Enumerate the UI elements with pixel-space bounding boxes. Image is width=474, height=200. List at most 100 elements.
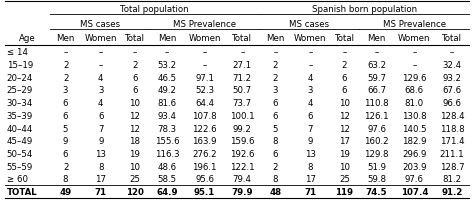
Text: 2: 2 (63, 61, 68, 70)
Text: 63.2: 63.2 (367, 61, 386, 70)
Text: 10: 10 (339, 99, 350, 108)
Text: 4: 4 (98, 73, 103, 82)
Text: 130.8: 130.8 (402, 111, 427, 120)
Text: 97.1: 97.1 (195, 73, 214, 82)
Text: 122.1: 122.1 (230, 162, 255, 171)
Text: 93.2: 93.2 (443, 73, 462, 82)
Text: MS cases: MS cases (80, 20, 120, 29)
Text: ≥ 60: ≥ 60 (7, 175, 27, 183)
Text: Women: Women (398, 34, 430, 43)
Text: Total: Total (335, 34, 355, 43)
Text: 95.6: 95.6 (195, 175, 214, 183)
Text: 6: 6 (63, 111, 68, 120)
Text: 2: 2 (273, 162, 278, 171)
Text: 196.1: 196.1 (192, 162, 217, 171)
Text: 81.6: 81.6 (157, 99, 176, 108)
Text: 110.8: 110.8 (365, 99, 389, 108)
Text: Total: Total (232, 34, 252, 43)
Text: –: – (240, 48, 245, 57)
Text: –: – (202, 61, 207, 70)
Text: –: – (374, 48, 379, 57)
Text: 18: 18 (129, 137, 140, 146)
Text: 96.6: 96.6 (443, 99, 462, 108)
Text: Women: Women (84, 34, 117, 43)
Text: Men: Men (367, 34, 386, 43)
Text: –: – (202, 48, 207, 57)
Text: 9: 9 (98, 137, 103, 146)
Text: 20–24: 20–24 (7, 73, 33, 82)
Text: 81.0: 81.0 (405, 99, 424, 108)
Text: –: – (99, 48, 103, 57)
Text: 211.1: 211.1 (440, 149, 465, 158)
Text: –: – (64, 48, 68, 57)
Text: 12: 12 (129, 124, 140, 133)
Text: 64.9: 64.9 (156, 187, 178, 196)
Text: 12: 12 (339, 124, 350, 133)
Text: Women: Women (188, 34, 221, 43)
Text: 3: 3 (63, 86, 68, 95)
Text: 8: 8 (63, 175, 68, 183)
Text: 128.7: 128.7 (440, 162, 465, 171)
Text: 2: 2 (63, 162, 68, 171)
Text: Total: Total (125, 34, 145, 43)
Text: 8: 8 (98, 162, 103, 171)
Text: 59.7: 59.7 (367, 73, 386, 82)
Text: 159.6: 159.6 (230, 137, 255, 146)
Text: 6: 6 (63, 99, 68, 108)
Text: 25: 25 (339, 175, 350, 183)
Text: 5: 5 (63, 124, 68, 133)
Text: –: – (273, 48, 278, 57)
Text: 12: 12 (339, 111, 350, 120)
Text: 5: 5 (273, 124, 278, 133)
Text: 49: 49 (60, 187, 72, 196)
Text: 52.3: 52.3 (195, 86, 214, 95)
Text: 13: 13 (305, 149, 316, 158)
Text: 7: 7 (308, 124, 313, 133)
Text: 276.2: 276.2 (192, 149, 217, 158)
Text: 55–59: 55–59 (7, 162, 33, 171)
Text: 35–39: 35–39 (7, 111, 33, 120)
Text: 100.1: 100.1 (230, 111, 255, 120)
Text: 15–19: 15–19 (7, 61, 33, 70)
Text: 126.1: 126.1 (365, 111, 389, 120)
Text: 129.6: 129.6 (402, 73, 427, 82)
Text: 25: 25 (129, 175, 140, 183)
Text: 71: 71 (304, 187, 317, 196)
Text: 10: 10 (339, 162, 350, 171)
Text: 107.4: 107.4 (401, 187, 428, 196)
Text: 120: 120 (126, 187, 144, 196)
Text: MS Prevalence: MS Prevalence (383, 20, 446, 29)
Text: 79.4: 79.4 (233, 175, 252, 183)
Text: 8: 8 (308, 162, 313, 171)
Text: 6: 6 (308, 111, 313, 120)
Text: 7: 7 (98, 124, 103, 133)
Text: 6: 6 (98, 111, 103, 120)
Text: 8: 8 (273, 137, 278, 146)
Text: 97.6: 97.6 (367, 124, 386, 133)
Text: 51.9: 51.9 (367, 162, 386, 171)
Text: 3: 3 (98, 86, 103, 95)
Text: 118.8: 118.8 (440, 124, 465, 133)
Text: 73.7: 73.7 (233, 99, 252, 108)
Text: 119: 119 (336, 187, 354, 196)
Text: –: – (342, 48, 346, 57)
Text: 163.9: 163.9 (192, 137, 217, 146)
Text: 9: 9 (63, 137, 68, 146)
Text: 50–54: 50–54 (7, 149, 33, 158)
Text: Age: Age (19, 34, 36, 43)
Text: ≤ 14: ≤ 14 (7, 48, 27, 57)
Text: 19: 19 (129, 149, 140, 158)
Text: 6: 6 (132, 73, 137, 82)
Text: 128.4: 128.4 (440, 111, 465, 120)
Text: 171.4: 171.4 (440, 137, 465, 146)
Text: 67.6: 67.6 (443, 86, 462, 95)
Text: 17: 17 (305, 175, 316, 183)
Text: 203.9: 203.9 (402, 162, 427, 171)
Text: 6: 6 (273, 111, 278, 120)
Text: 116.3: 116.3 (155, 149, 179, 158)
Text: –: – (164, 48, 169, 57)
Text: 71.2: 71.2 (233, 73, 252, 82)
Text: Total population: Total population (120, 5, 189, 14)
Text: 71: 71 (95, 187, 107, 196)
Text: 155.6: 155.6 (155, 137, 179, 146)
